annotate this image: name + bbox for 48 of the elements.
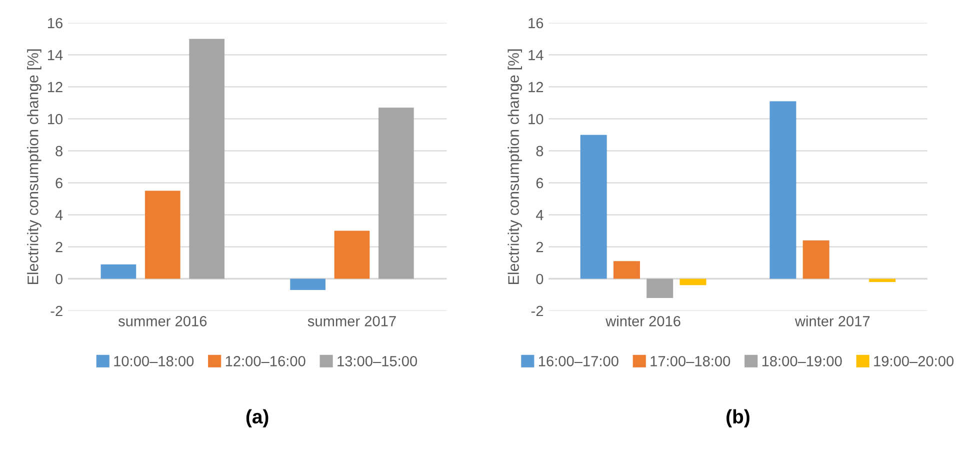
legend-label: 10:00–18:00: [114, 356, 194, 366]
y-tick-label: 10: [528, 114, 544, 124]
bar: [189, 38, 224, 279]
y-tick-label: 8: [536, 146, 544, 156]
y-axis-title: Electricity consumption change [%]: [27, 49, 42, 284]
y-tick-label: 12: [48, 82, 62, 92]
y-tick-label: 12: [528, 82, 544, 92]
y-tick-label: 16: [528, 18, 544, 28]
legend-label: 18:00–19:00: [762, 356, 842, 366]
bar: [144, 190, 180, 279]
bar: [802, 240, 830, 279]
y-tick-label: -2: [50, 306, 62, 316]
y-tick-label: 4: [55, 210, 63, 220]
y-tick-label: 0: [536, 274, 544, 284]
legend-label: 17:00–18:00: [650, 356, 730, 366]
y-tick-label: 0: [56, 274, 63, 284]
bar: [770, 101, 796, 279]
y-tick-label: 10: [48, 114, 63, 124]
legend-label: 13:00–15:00: [338, 356, 418, 366]
y-tick-label: 2: [536, 242, 544, 252]
bar: [869, 278, 896, 282]
y-tick-label: 2: [56, 242, 62, 252]
bar: [290, 278, 326, 290]
bar: [580, 134, 607, 279]
bar: [378, 108, 414, 279]
x-tick-label: winter 2017: [794, 316, 870, 326]
y-tick-label: 6: [536, 178, 544, 188]
legend-label: 12:00–16:00: [226, 356, 306, 366]
y-tick-label: 16: [48, 18, 62, 28]
text: (a): [246, 409, 268, 428]
y-tick-label: 14: [48, 50, 63, 60]
y-tick-label: 14: [528, 50, 544, 60]
y-axis-title: Electricity consumption change [%]: [508, 49, 522, 284]
y-tick-label: 6: [56, 178, 62, 188]
legend-label: 19:00–20:00: [874, 356, 954, 366]
y-tick-label: 8: [56, 146, 62, 156]
bar: [680, 278, 706, 286]
x-tick-label: winter 2016: [606, 316, 680, 326]
bar: [646, 278, 674, 298]
legend-label: 16:00–17:00: [538, 356, 618, 366]
bar: [613, 261, 640, 279]
x-tick-label: summer 2016: [118, 316, 207, 326]
x-tick-label: summer 2017: [308, 316, 396, 326]
bar: [334, 230, 370, 279]
text: (b): [726, 409, 750, 428]
y-tick-label: -2: [531, 306, 544, 316]
y-tick-label: 4: [536, 210, 544, 220]
bar: [100, 264, 136, 279]
